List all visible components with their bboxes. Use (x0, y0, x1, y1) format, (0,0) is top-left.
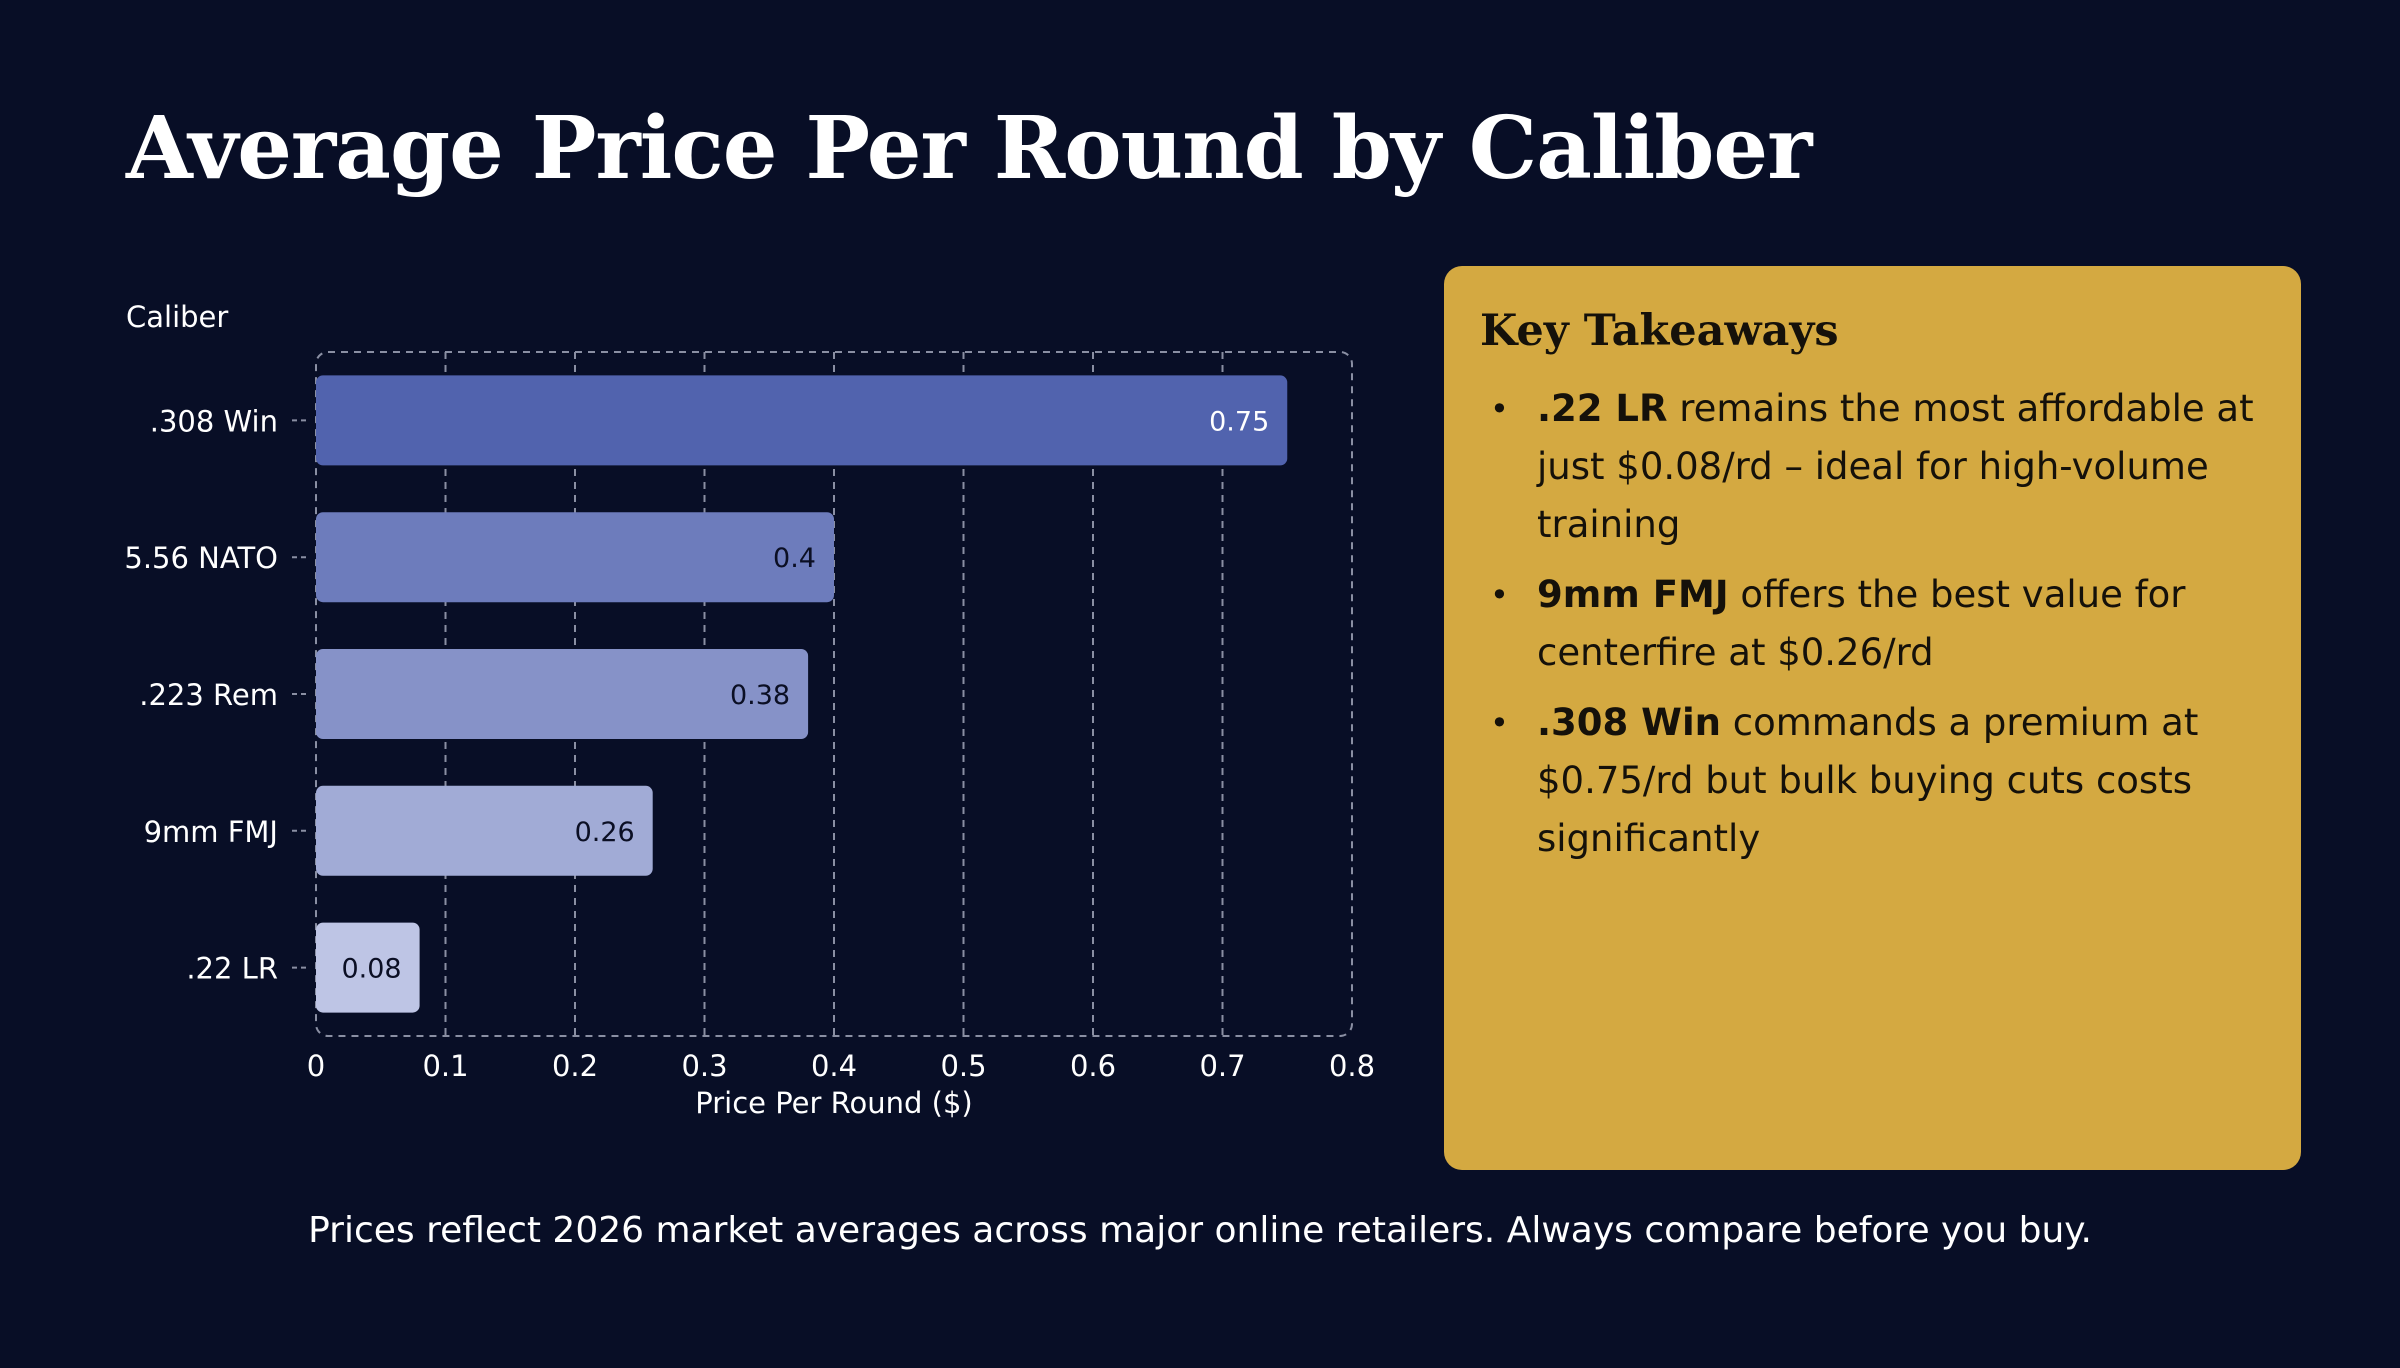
y-tick-labels: .308 Win 5.56 NATO .223 Rem 9mm FMJ .22 LR (124, 404, 310, 986)
y-tick-label: 9mm FMJ (144, 815, 278, 849)
bar (316, 922, 420, 1013)
footnote: Prices reflect 2026 market averages acro… (308, 1210, 2092, 1251)
takeaway-text: remains the most affordable at just $0.0… (1537, 386, 2254, 546)
x-tick-label: 0.2 (552, 1049, 598, 1083)
bar (316, 375, 1288, 466)
takeaways-list: • .22 LR remains the most affordable at … (1480, 380, 2265, 868)
bullet-icon: • (1490, 703, 1509, 742)
x-tick-label: 0.5 (940, 1049, 986, 1083)
bar (316, 785, 653, 876)
bar (316, 649, 809, 739)
bar-value-label: 0.75 (1209, 406, 1269, 437)
bar-chart: Caliber 0.75 0.4 0.38 0.26 0.08 .308 Win 5.56… (124, 300, 1375, 1120)
takeaway-item: • .308 Win commands a premium at $0.75/r… (1480, 694, 2265, 868)
x-tick-label: 0.4 (811, 1049, 857, 1083)
key-takeaways-heading: Key Takeaways (1480, 306, 1839, 356)
takeaway-lead: .22 LR (1537, 386, 1668, 430)
y-tick-label: .223 Rem (139, 678, 278, 712)
x-axis-title: Price Per Round ($) (695, 1086, 972, 1120)
y-axis-title: Caliber (126, 300, 228, 334)
bar-value-label: 0.38 (730, 680, 790, 711)
bullet-icon: • (1490, 389, 1509, 428)
takeaway-lead: 9mm FMJ (1537, 572, 1729, 616)
bar-value-label: 0.26 (575, 817, 635, 848)
key-takeaways-card: Key Takeaways • .22 LR remains the most … (1444, 266, 2301, 1170)
takeaway-item: • .22 LR remains the most affordable at … (1480, 380, 2265, 554)
takeaway-item: • 9mm FMJ offers the best value for cent… (1480, 566, 2265, 682)
y-tick-label: .308 Win (150, 404, 278, 438)
x-tick-labels: 0 0.1 0.2 0.3 0.4 0.5 0.6 0.7 0.8 (307, 1049, 1375, 1083)
x-tick-label: 0.8 (1329, 1049, 1375, 1083)
x-tick-label: 0 (307, 1049, 325, 1083)
x-tick-label: 0.3 (681, 1049, 727, 1083)
takeaway-text: commands a premium at $0.75/rd but bulk … (1537, 700, 2199, 860)
bar (316, 512, 834, 603)
bar-value-label: 0.4 (773, 543, 816, 574)
takeaway-lead: .308 Win (1537, 700, 1722, 744)
x-tick-label: 0.6 (1070, 1049, 1116, 1083)
y-tick-label: 5.56 NATO (124, 541, 278, 575)
page-title: Average Price Per Round by Caliber (126, 98, 1812, 199)
x-tick-label: 0.1 (422, 1049, 468, 1083)
bullet-icon: • (1490, 575, 1509, 614)
bar-value-label: 0.08 (341, 954, 401, 985)
bars: 0.75 0.4 0.38 0.26 0.08 (316, 375, 1288, 1013)
takeaway-text: offers the best value for centerfire at … (1537, 572, 2186, 674)
y-tick-label: .22 LR (186, 952, 278, 986)
x-tick-label: 0.7 (1199, 1049, 1245, 1083)
